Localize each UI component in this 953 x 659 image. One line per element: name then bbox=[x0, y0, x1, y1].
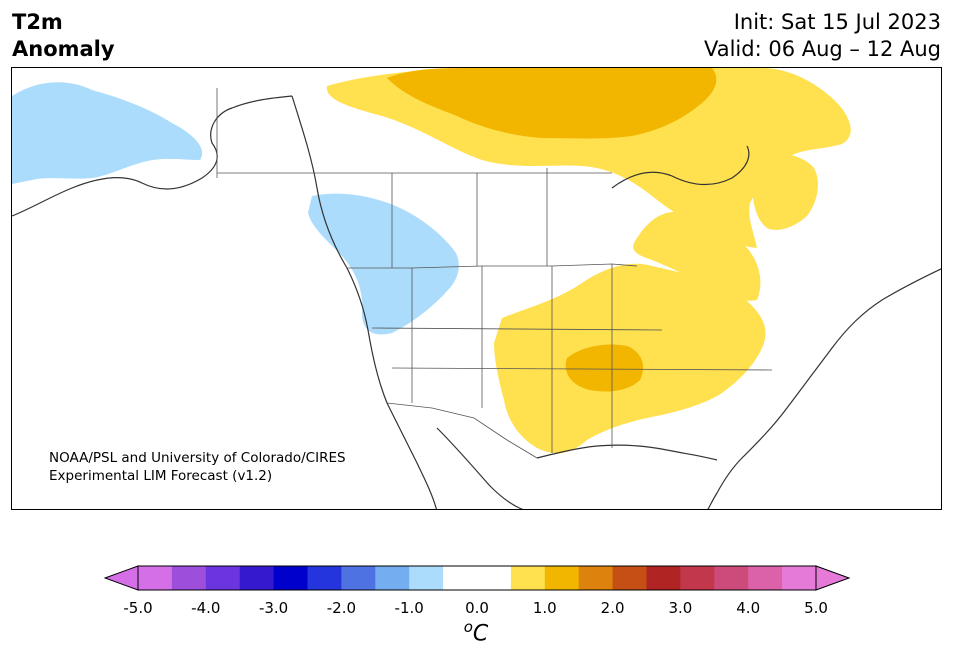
great-lakes-warm-anomaly bbox=[633, 211, 761, 301]
colorbar-unit: oC bbox=[464, 618, 489, 646]
colorbar-swatch bbox=[510, 566, 546, 590]
pacific-coastline bbox=[291, 95, 438, 509]
colorbar-tick-label: 5.0 bbox=[804, 599, 828, 617]
colorbar-swatch bbox=[477, 566, 512, 590]
us-canada-border bbox=[347, 263, 638, 269]
valid-date-range: Valid: 06 Aug – 12 Aug bbox=[703, 37, 941, 61]
colorbar-swatch bbox=[171, 566, 207, 590]
colorbar-swatch bbox=[714, 566, 749, 590]
colorbar-swatch bbox=[273, 566, 308, 590]
anomaly-shading bbox=[12, 68, 851, 454]
colorbar-tick-label: 4.0 bbox=[736, 599, 761, 617]
credit-line-1: NOAA/PSL and University of Colorado/CIRE… bbox=[49, 450, 346, 466]
hudson-bay-coastline bbox=[611, 145, 750, 189]
colorbar-swatch bbox=[578, 566, 614, 590]
colorbar-swatch bbox=[409, 566, 444, 590]
pacific-northwest-cool-anomaly bbox=[308, 193, 459, 335]
colorbar bbox=[104, 565, 851, 591]
state-line-6 bbox=[391, 367, 773, 371]
anomaly-map bbox=[11, 67, 942, 510]
colorbar-swatch bbox=[341, 566, 376, 590]
map-title: T2m Anomaly bbox=[12, 9, 115, 63]
southern-plains-strong-warm-anomaly bbox=[565, 344, 644, 392]
colorbar-tick-label: 0.0 bbox=[465, 599, 489, 617]
alaska-coastline bbox=[12, 95, 293, 217]
title-line-2: Anomaly bbox=[12, 37, 115, 61]
colorbar-swatch bbox=[205, 566, 241, 590]
gulf-coastline bbox=[536, 444, 718, 461]
state-line-5 bbox=[371, 327, 663, 331]
colorbar-tick-label: 2.0 bbox=[600, 599, 625, 617]
colorbar-border bbox=[137, 565, 817, 591]
coastlines bbox=[12, 95, 941, 509]
atlantic-coastline bbox=[707, 268, 941, 509]
credit-line-2: Experimental LIM Forecast (v1.2) bbox=[49, 468, 273, 484]
colorbar-swatch bbox=[748, 566, 783, 590]
colorbar-swatch bbox=[680, 566, 715, 590]
colorbar-tick-label: -2.0 bbox=[326, 599, 357, 617]
colorbar-boxes bbox=[138, 566, 817, 590]
map-svg bbox=[12, 68, 941, 509]
colorbar-swatch bbox=[782, 566, 817, 590]
colorbar-swatch bbox=[307, 566, 342, 590]
unit-superscript: o bbox=[463, 618, 473, 636]
colorbar-over-arrow bbox=[815, 565, 851, 591]
canadian-arctic-strong-warm-anomaly bbox=[387, 68, 717, 139]
colorbar-swatch bbox=[138, 566, 173, 590]
colorbar-swatch bbox=[443, 566, 478, 590]
colorbar-under-arrow bbox=[104, 565, 139, 591]
colorbar-tick-label: -1.0 bbox=[394, 599, 424, 617]
data-credit: NOAA/PSL and University of Colorado/CIRE… bbox=[49, 449, 346, 485]
mexico-coastline bbox=[436, 427, 524, 509]
colorbar-swatch bbox=[646, 566, 681, 590]
colorbar-swatch bbox=[375, 566, 410, 590]
alaska-cool-anomaly bbox=[12, 82, 203, 184]
hudson-bay-warm-anomaly bbox=[751, 152, 818, 230]
colorbar-tick-label: -3.0 bbox=[258, 599, 289, 617]
colorbar-tick-label: -5.0 bbox=[123, 599, 153, 617]
colorbar-swatch bbox=[612, 566, 647, 590]
title-line-1: T2m bbox=[12, 10, 63, 34]
political-borders bbox=[216, 88, 773, 459]
us-mexico-border bbox=[386, 402, 538, 459]
colorbar-tick-label: 3.0 bbox=[668, 599, 693, 617]
colorbar-swatch bbox=[239, 566, 275, 590]
forecast-dates: Init: Sat 15 Jul 2023 Valid: 06 Aug – 12… bbox=[704, 9, 941, 63]
colorbar-tick-label: -4.0 bbox=[191, 599, 221, 617]
init-date: Init: Sat 15 Jul 2023 bbox=[733, 10, 941, 34]
unit-letter: C bbox=[472, 621, 489, 647]
colorbar-tick-label: 1.0 bbox=[532, 599, 557, 617]
colorbar-swatch bbox=[544, 566, 580, 590]
